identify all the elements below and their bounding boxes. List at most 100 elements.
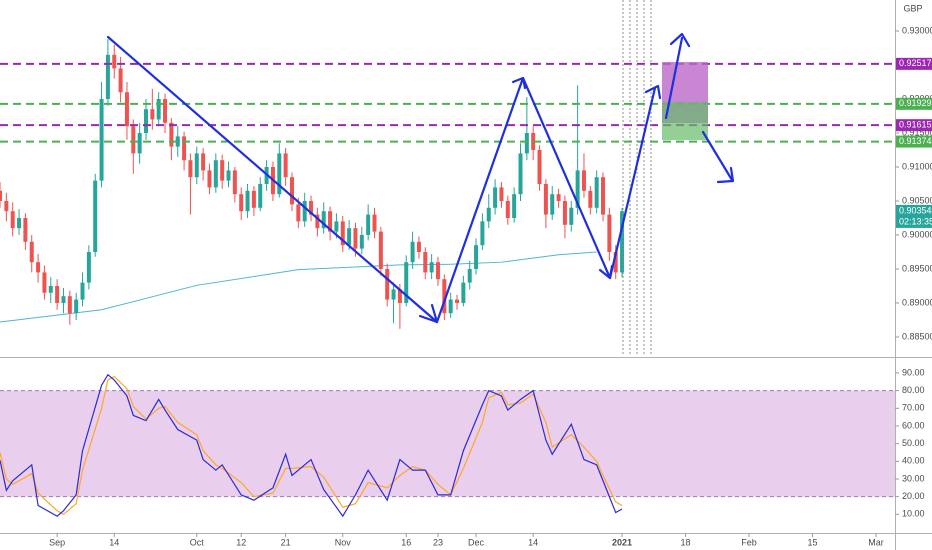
y-tick-label: 50.00 (902, 438, 925, 448)
candle-body (404, 262, 409, 303)
candle-body (467, 268, 472, 283)
candle-body (283, 153, 288, 178)
candle-body (499, 187, 504, 201)
x-tick-label: 14 (528, 537, 538, 547)
y-tick-label: 40.00 (902, 456, 925, 466)
candle-body (226, 170, 231, 181)
arrow-head (669, 32, 691, 48)
candle-body (131, 126, 136, 154)
arrow-head (511, 76, 527, 90)
x-tick-label: 18 (681, 537, 691, 547)
candle-body (435, 262, 440, 280)
candle-body (182, 136, 187, 161)
candle-body (80, 282, 85, 300)
candle-body (42, 272, 47, 293)
candle-body (397, 289, 402, 303)
stoch-line (0, 373, 623, 518)
candle-body (448, 299, 453, 314)
candle-body (334, 221, 339, 232)
y-tick-label: 60.00 (902, 420, 925, 430)
x-tick-label: Sep (49, 537, 65, 547)
y-tick-label: 90.00 (902, 367, 925, 377)
candle-body (258, 183, 263, 208)
arrow-head (598, 264, 614, 280)
x-tick-label: Feb (741, 537, 757, 547)
candle-body (93, 180, 98, 252)
y-tick-label: 0.91000 (902, 161, 932, 171)
marks (0, 39, 895, 518)
candle-body (366, 214, 371, 235)
level-tag (896, 119, 932, 132)
candle-body (213, 160, 218, 188)
candle-body (537, 149, 542, 184)
candle-body (194, 153, 199, 178)
candle-body (36, 262, 41, 273)
x-tick-label: Nov (335, 537, 352, 547)
candle-body (220, 160, 225, 181)
y-tick-label: 0.91500 (902, 127, 932, 137)
x-tick-label: 16 (401, 537, 411, 547)
candle-body (601, 177, 606, 215)
candle-body (232, 170, 237, 195)
y-tick-label: 0.93000 (902, 25, 932, 35)
candle-body (124, 92, 129, 127)
x-tick-label: 15 (807, 537, 817, 547)
y-tick-label: 20.00 (902, 491, 925, 501)
candle-body (486, 207, 491, 222)
candle-body (169, 122, 174, 147)
candle-body (442, 279, 447, 314)
level-label: 0.91929 (899, 98, 932, 108)
target-boxes (662, 62, 708, 140)
y-tick-label: 0.89000 (902, 297, 932, 307)
stoch-line (0, 375, 623, 516)
candle-body (105, 54, 110, 100)
candle-body (588, 190, 593, 208)
candle-body (118, 68, 123, 93)
candle-body (575, 170, 580, 208)
candle-body (429, 262, 434, 273)
y-tick-label: 10.00 (902, 509, 925, 519)
x-tick-label: Dec (468, 537, 485, 547)
candle-body (315, 214, 320, 229)
x-tick-label: Mar (868, 537, 884, 547)
candle-body (201, 153, 206, 171)
candle-body (543, 183, 548, 215)
candle-body (321, 211, 326, 229)
candle-body (372, 214, 377, 232)
candle-body (391, 289, 396, 300)
level-label: 0.91374 (899, 136, 932, 146)
candle-body (48, 285, 53, 293)
last-price-tag (896, 204, 932, 228)
candle-body (562, 200, 567, 225)
last-price-label: 0.90354 (899, 205, 932, 215)
candle-body (518, 153, 523, 195)
candle-body (99, 99, 104, 181)
candle-body (410, 241, 415, 263)
x-tick-label: Oct (190, 537, 205, 547)
candle-body (353, 228, 358, 249)
candle-body (239, 194, 244, 212)
candle-body (17, 217, 22, 229)
candle-body (156, 99, 161, 120)
level-tag (896, 135, 932, 148)
candle-body (607, 214, 612, 252)
candle-body (175, 136, 180, 147)
candle-body (143, 109, 148, 133)
candle-body (505, 200, 510, 218)
candle-body (550, 194, 555, 215)
candle-body (524, 132, 529, 154)
candle-body (61, 296, 66, 303)
candle-body (423, 251, 428, 273)
labels: 0.930000.920000.915000.910000.905000.900… (49, 25, 932, 547)
arrow-head (716, 166, 735, 184)
candle-body (245, 190, 250, 212)
candle-body (340, 221, 345, 246)
arrow-head (418, 303, 439, 324)
candle-body (302, 200, 307, 222)
arrow-up (664, 36, 684, 120)
stoch-band (0, 390, 895, 497)
level-tag (896, 97, 932, 110)
x-tick-label: 21 (281, 537, 291, 547)
candle-body (137, 132, 142, 154)
candle-body (277, 153, 282, 195)
